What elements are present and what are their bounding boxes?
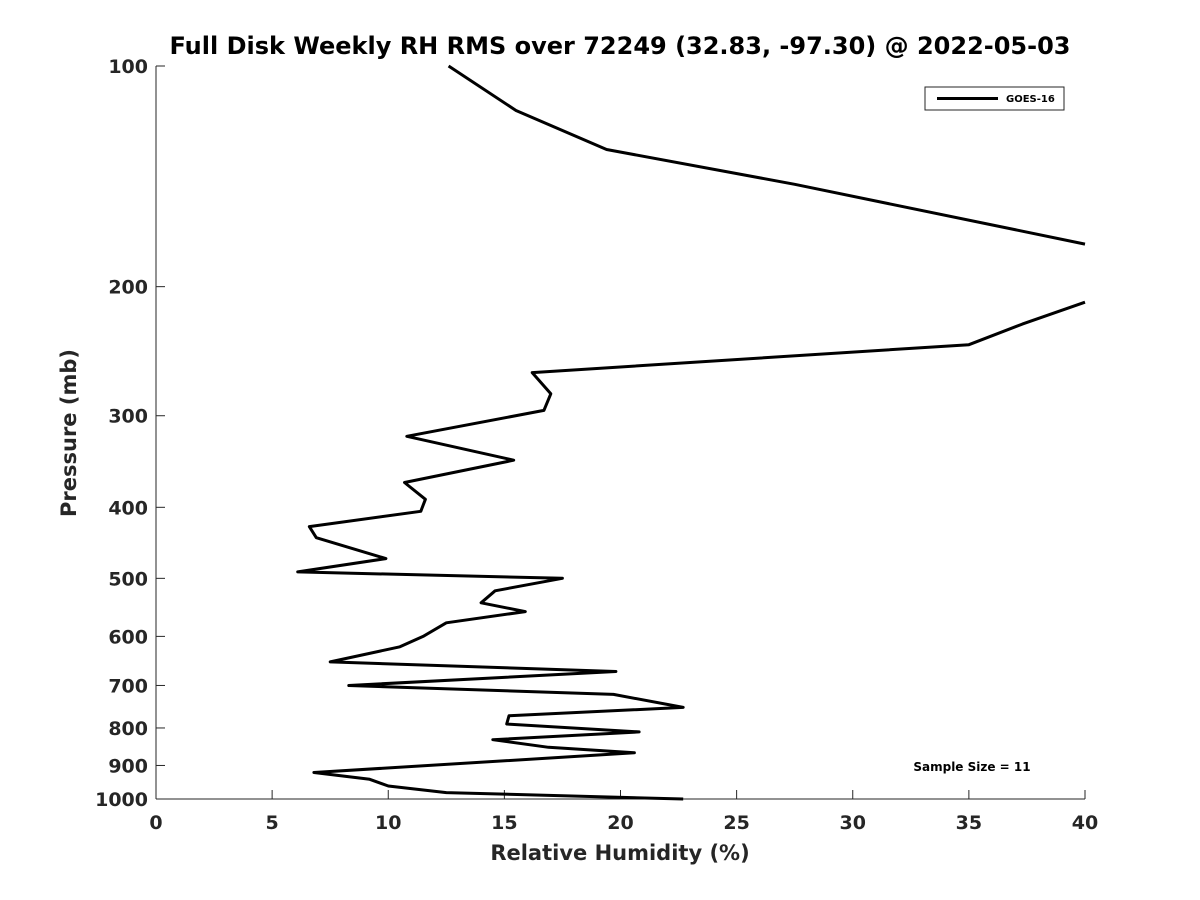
y-tick-label: 200: [108, 277, 148, 299]
x-tick-label: 40: [1072, 812, 1098, 834]
x-tick-label: 30: [840, 812, 866, 834]
series-group: [296, 64, 1086, 801]
x-tick-label: 35: [956, 812, 982, 834]
x-tick-label: 15: [491, 812, 517, 834]
sample-size-annotation: Sample Size = 11: [913, 760, 1030, 774]
y-tick-label: 1000: [95, 789, 148, 811]
x-tick-label: 5: [266, 812, 279, 834]
y-axis-ticks: 100 200 300 400 500 600 700 800 900 1000: [95, 56, 165, 811]
plot-area: 0 5 10 15 20 25 30 35 40 100 200 300 400 500 600 700 80…: [95, 56, 1098, 834]
legend: GOES-16: [924, 86, 1065, 111]
x-axis-label: Relative Humidity (%): [490, 841, 749, 865]
y-tick-label: 800: [108, 718, 148, 740]
x-tick-label: 10: [375, 812, 401, 834]
y-tick-label: 900: [108, 755, 148, 777]
series-line-goes-16: [296, 64, 1086, 801]
chart-title: Full Disk Weekly RH RMS over 72249 (32.8…: [169, 32, 1070, 60]
x-tick-label: 0: [149, 812, 162, 834]
y-tick-label: 100: [108, 56, 148, 78]
x-tick-label: 20: [607, 812, 633, 834]
legend-label-goes-16: GOES-16: [1006, 94, 1055, 105]
y-axis-label: Pressure (mb): [57, 349, 81, 517]
y-tick-label: 700: [108, 675, 148, 697]
x-axis-ticks: 0 5 10 15 20 25 30 35 40: [149, 790, 1098, 834]
y-tick-label: 300: [108, 406, 148, 428]
x-tick-label: 25: [723, 812, 749, 834]
y-tick-label: 600: [108, 626, 148, 648]
y-tick-label: 500: [108, 568, 148, 590]
y-tick-label: 400: [108, 497, 148, 519]
